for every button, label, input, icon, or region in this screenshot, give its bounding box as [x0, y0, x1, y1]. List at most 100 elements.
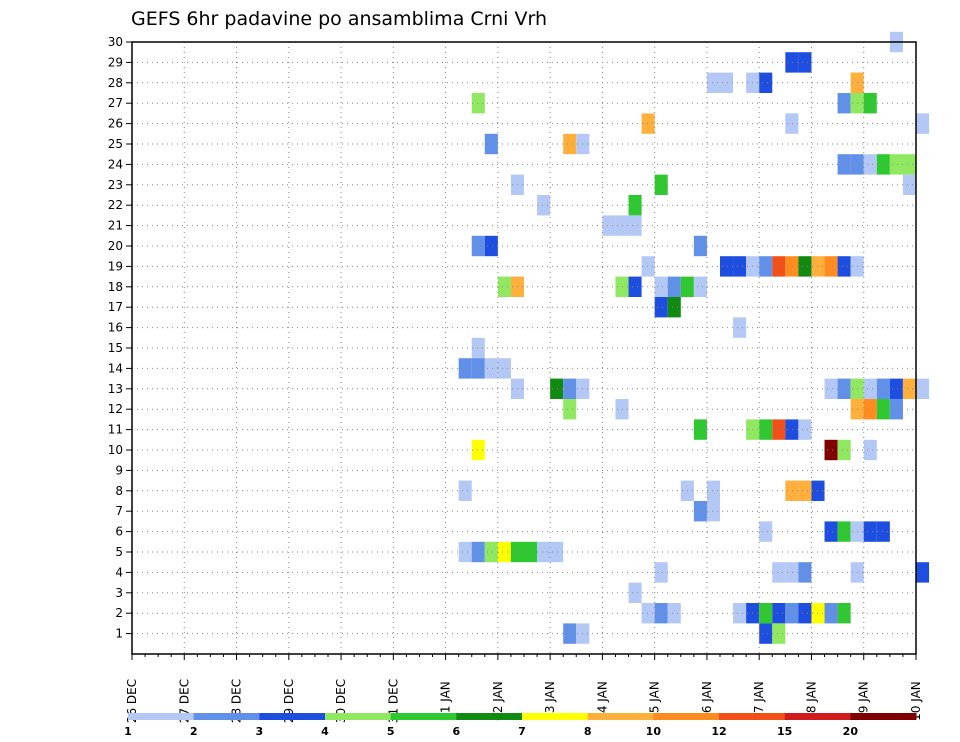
y-tick-label: 28	[108, 76, 123, 90]
heatmap-cell	[889, 378, 903, 399]
y-tick-label: 19	[108, 259, 123, 273]
heatmap-cell	[471, 235, 485, 257]
heatmap-cell	[889, 399, 903, 420]
x-tick-label: 29 DEC	[282, 679, 296, 723]
heatmap-cell	[641, 603, 655, 624]
heatmap-cell	[524, 541, 538, 563]
heatmap-cell	[563, 399, 577, 420]
legend-swatch	[456, 713, 523, 720]
y-tick-label: 26	[108, 117, 123, 131]
x-axis: 26 DEC 27 DEC 28 DEC 29 DEC 30 DEC 31 DEC 01 J…	[125, 654, 923, 723]
x-tick-label: 01 JAN	[439, 681, 453, 721]
heatmap-cell	[458, 358, 472, 379]
heatmap-cell	[471, 358, 485, 379]
heatmap-cell	[654, 297, 668, 318]
y-tick-label: 21	[108, 219, 123, 233]
heatmap-cell	[902, 154, 916, 175]
heatmap-cell	[876, 399, 890, 420]
heatmap-cell	[706, 501, 720, 522]
heatmap-cell	[471, 541, 485, 563]
heatmap-cell	[759, 623, 773, 644]
legend-label: 10	[646, 725, 662, 738]
legend-label: 12	[711, 725, 726, 738]
heatmap-cell	[667, 276, 681, 297]
heatmap-cell	[628, 215, 642, 236]
legend-swatch	[259, 713, 326, 720]
heatmap-cell	[706, 480, 720, 501]
y-tick-label: 5	[115, 545, 123, 559]
legend-swatch	[522, 713, 589, 720]
heatmap-cell	[484, 358, 498, 379]
y-axis: 1234567891011121314151617181920212223242…	[108, 35, 132, 641]
heatmap-cell	[916, 113, 930, 134]
y-tick-label: 4	[115, 565, 123, 579]
heatmap-cell	[798, 562, 812, 583]
heatmap-cell	[471, 337, 485, 359]
heatmap-cell	[837, 256, 851, 277]
heatmap-cell	[484, 235, 498, 257]
heatmap-cell	[824, 378, 838, 399]
heatmap-cell	[641, 256, 655, 277]
heatmap-cell	[863, 93, 877, 114]
heatmap-cells	[458, 31, 930, 644]
heatmap-cell	[628, 195, 642, 216]
heatmap-cell	[785, 603, 799, 624]
heatmap-cell	[720, 256, 734, 277]
x-tick-label: 28 DEC	[230, 679, 244, 723]
y-tick-label: 14	[108, 361, 123, 375]
heatmap-cell	[824, 256, 838, 277]
heatmap-cell	[471, 439, 485, 461]
legend-swatch	[653, 713, 720, 720]
legend-label: 15	[777, 725, 792, 738]
heatmap-cell	[537, 541, 551, 563]
heatmap-cell	[497, 358, 511, 379]
heatmap-cell	[654, 603, 668, 624]
heatmap-cell	[798, 419, 812, 440]
y-tick-label: 22	[108, 198, 123, 212]
y-tick-label: 12	[108, 402, 123, 416]
heatmap-cell	[654, 174, 668, 195]
heatmap-cell	[628, 276, 642, 297]
legend-label: 1	[124, 725, 132, 738]
y-tick-label: 16	[108, 321, 123, 335]
x-tick-label: 04 JAN	[595, 681, 609, 721]
x-tick-label: 31 DEC	[386, 679, 400, 723]
heatmap-cell	[824, 439, 838, 461]
heatmap-cell	[837, 93, 851, 114]
y-tick-label: 10	[108, 443, 123, 457]
chart-title: GEFS 6hr padavine po ansamblima Crni Vrh	[131, 8, 547, 30]
legend-label: 4	[321, 725, 329, 738]
y-tick-label: 29	[108, 55, 123, 69]
heatmap-cell	[798, 603, 812, 624]
heatmap-cell	[759, 521, 773, 542]
heatmap-cell	[863, 378, 877, 399]
heatmap-cell	[902, 174, 916, 195]
x-tick-label: 03 JAN	[543, 681, 557, 721]
legend-label: 5	[387, 725, 395, 738]
y-tick-label: 11	[108, 423, 123, 437]
heatmap-cell	[916, 562, 930, 583]
y-tick-label: 7	[115, 504, 123, 518]
heatmap-cell	[785, 256, 799, 277]
heatmap-cell	[772, 603, 786, 624]
heatmap-cell	[863, 399, 877, 420]
heatmap-cell	[837, 603, 851, 624]
heatmap-cell	[693, 276, 707, 297]
legend-swatch	[390, 713, 457, 720]
heatmap-cell	[484, 133, 498, 155]
y-tick-label: 27	[108, 96, 123, 110]
y-tick-label: 6	[115, 525, 123, 539]
heatmap-cell	[733, 603, 747, 624]
heatmap-cell	[798, 480, 812, 501]
heatmap-cell	[811, 603, 825, 624]
y-tick-label: 9	[115, 463, 123, 477]
legend-label: 2	[190, 725, 198, 738]
heatmap-cell	[811, 256, 825, 277]
legend-swatch	[850, 713, 917, 720]
heatmap-cell	[693, 419, 707, 440]
heatmap-cell	[798, 256, 812, 277]
y-tick-label: 18	[108, 280, 123, 294]
heatmap-cell	[863, 439, 877, 461]
heatmap-cell	[785, 113, 799, 134]
